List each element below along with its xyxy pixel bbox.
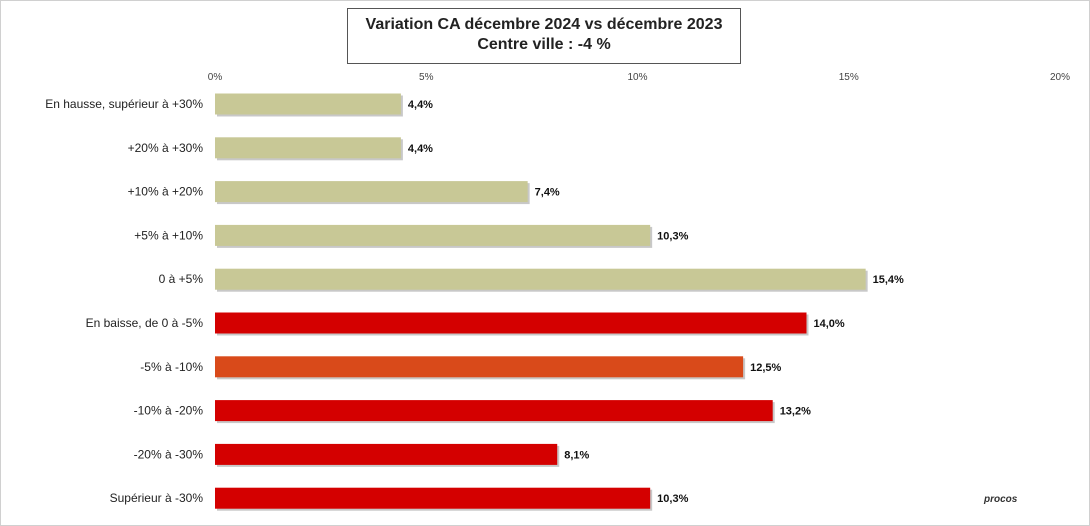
procos-logo: procos [984, 494, 1018, 505]
category-label: +20% à +30% [128, 141, 204, 155]
bar [215, 224, 651, 246]
bar [215, 312, 807, 334]
category-label: -20% à -30% [134, 447, 204, 461]
category-label: +10% à +20% [128, 185, 204, 199]
category-label: En baisse, de 0 à -5% [86, 316, 204, 330]
bar-value-label: 14,0% [814, 318, 845, 330]
chart-title: Variation CA décembre 2024 vs décembre 2… [365, 16, 723, 33]
category-label: 0 à +5% [159, 272, 204, 286]
bar-value-label: 4,4% [408, 99, 433, 111]
x-tick-label: 0% [208, 72, 223, 83]
bar-value-label: 13,2% [780, 406, 811, 418]
bar-value-label: 12,5% [750, 362, 781, 374]
chart-subtitle: Centre ville : -4 % [477, 36, 611, 53]
x-tick-label: 5% [419, 72, 434, 83]
bar-value-label: 7,4% [535, 187, 560, 199]
bar-value-label: 4,4% [408, 143, 433, 155]
bar [215, 181, 528, 203]
bar [215, 268, 866, 290]
x-tick-label: 20% [1050, 72, 1070, 83]
category-label: Supérieur à -30% [110, 491, 204, 505]
bar-value-label: 10,3% [657, 230, 688, 242]
bar [215, 356, 744, 378]
x-tick-label: 15% [839, 72, 859, 83]
bar [215, 93, 401, 115]
bar-value-label: 8,1% [564, 449, 589, 461]
bar [215, 137, 401, 159]
category-label: -5% à -10% [140, 360, 203, 374]
bar-value-label: 10,3% [657, 493, 688, 505]
category-label: En hausse, supérieur à +30% [45, 97, 203, 111]
category-label: -10% à -20% [134, 404, 204, 418]
bar-value-label: 15,4% [873, 274, 904, 286]
bar [215, 487, 651, 509]
x-tick-label: 10% [627, 72, 647, 83]
bar [215, 400, 773, 422]
category-label: +5% à +10% [134, 228, 203, 242]
bar [215, 443, 558, 465]
chart-title-box: Variation CA décembre 2024 vs décembre 2… [347, 8, 741, 64]
